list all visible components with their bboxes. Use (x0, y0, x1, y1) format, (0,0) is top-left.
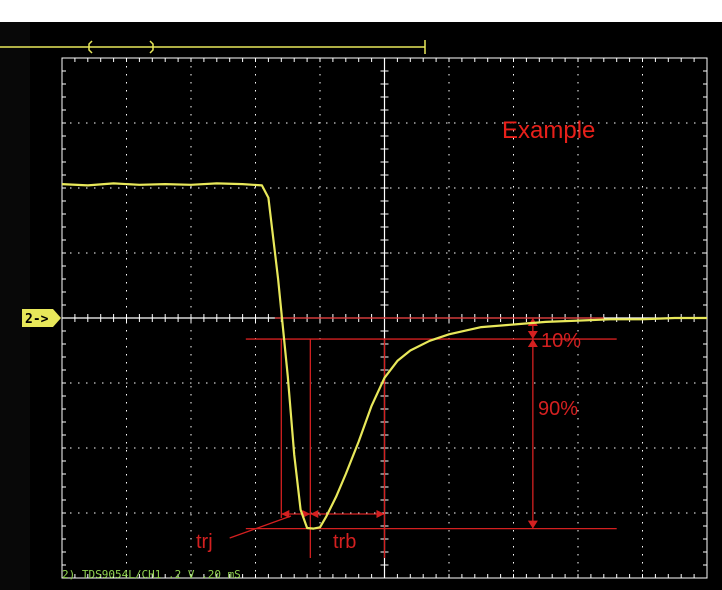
graticule (61, 57, 708, 579)
leader-line-trj (229, 515, 292, 539)
label-90-percent: 90% (538, 398, 578, 420)
label-trb: trb (333, 531, 356, 553)
screen-background (0, 22, 722, 590)
trace-line (61, 182, 707, 530)
channel-marker: 2-> (22, 309, 61, 327)
arrow-head (527, 339, 538, 348)
arrow-head (302, 510, 311, 518)
status-readout: 2) TDS9054L/CH1 .2 V .20 mS (62, 568, 241, 581)
channel-marker-label: 2-> (25, 312, 49, 327)
arrow-head (527, 331, 538, 340)
arrow-head (310, 510, 319, 518)
left-bezel-strip (0, 22, 30, 590)
example-label: Example (502, 117, 595, 144)
arrow-head (281, 510, 290, 518)
arrow-head (527, 520, 538, 529)
arrow-head (376, 510, 385, 518)
label-10-percent: 10% (541, 330, 581, 352)
label-trj: trj (196, 531, 213, 553)
signal-trace (61, 182, 707, 530)
trigger-position-bar (0, 40, 426, 54)
